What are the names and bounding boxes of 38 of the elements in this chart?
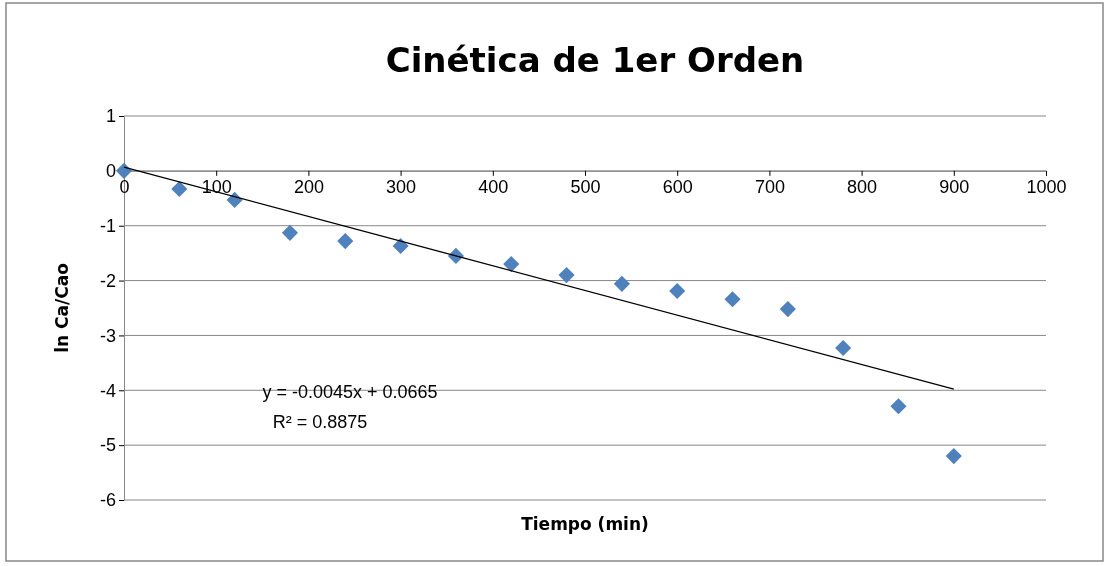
y-tick-label: -2 <box>99 270 116 291</box>
x-tick-label: 200 <box>293 176 324 197</box>
x-tick-label: 500 <box>570 176 601 197</box>
point <box>724 291 741 308</box>
y-axis-title: ln Ca/Cao <box>52 263 72 353</box>
point <box>503 256 520 273</box>
annotation: y = -0.0045x + 0.0665 <box>262 382 438 402</box>
y-tick-label: -6 <box>99 490 116 511</box>
y-tick-label: -5 <box>99 435 116 456</box>
point <box>945 448 962 465</box>
point <box>835 339 852 357</box>
x-tick-label: 400 <box>478 176 509 197</box>
y-tick-label: 0 <box>105 161 116 182</box>
x-tick-label: 600 <box>662 176 693 197</box>
x-tick-label: 0 <box>119 176 130 197</box>
point <box>558 267 575 284</box>
x-tick-label: 900 <box>939 176 970 197</box>
x-tick-label: 100 <box>201 176 232 197</box>
point <box>171 180 188 198</box>
point <box>392 237 409 255</box>
point <box>613 275 630 292</box>
point <box>281 224 299 241</box>
x-tick-label: 700 <box>754 176 785 197</box>
annotation: R² = 0.8875 <box>272 412 368 432</box>
y-tick-label: -3 <box>99 325 116 346</box>
y-tick-label: -4 <box>99 380 116 401</box>
x-axis-title: Tiempo (min) <box>521 514 649 534</box>
point <box>115 162 133 179</box>
point <box>337 233 354 250</box>
y-tick-label: 1 <box>105 106 116 127</box>
x-tick-label: 1000 <box>1026 176 1067 197</box>
point <box>890 398 907 415</box>
point <box>669 282 686 300</box>
chart-title: Cinética de 1er Orden <box>385 40 805 80</box>
x-tick-label: 300 <box>386 176 417 197</box>
x-tick-label: 800 <box>847 176 878 197</box>
y-tick-label: -1 <box>99 215 116 236</box>
point <box>779 301 796 318</box>
